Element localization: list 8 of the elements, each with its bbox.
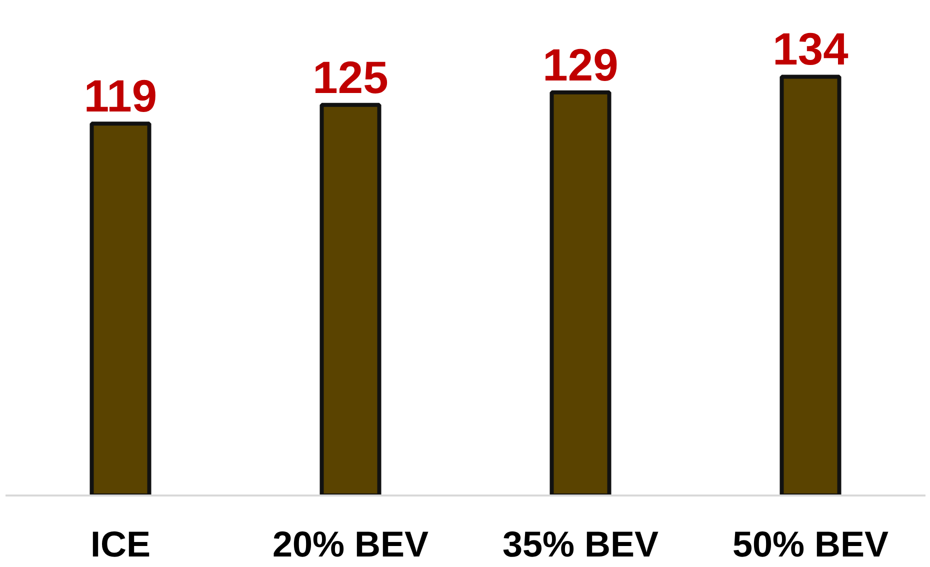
x-tick-label: 35% BEV [502, 524, 659, 564]
data-label: 125 [312, 52, 388, 103]
data-label: 119 [84, 70, 158, 122]
data-label: 129 [542, 39, 618, 90]
data-label: 134 [772, 24, 848, 75]
x-tick-label: ICE [90, 524, 151, 564]
x-tick-label: 20% BEV [272, 524, 429, 564]
x-tick-label: 50% BEV [732, 524, 889, 564]
